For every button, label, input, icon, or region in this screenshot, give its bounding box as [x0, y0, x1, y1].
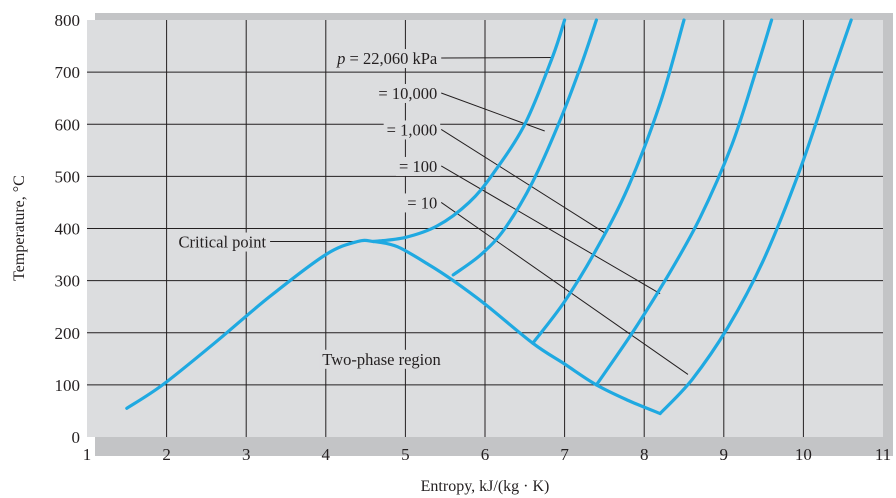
- annotation-p-22-060-kpa-leader: [441, 57, 553, 59]
- series-line-10-kpa: [658, 18, 853, 416]
- y-axis-title: Temperature, °C: [11, 175, 28, 281]
- series-line-saturation-dome: [125, 238, 662, 416]
- x-tick-label-6: 6: [481, 445, 490, 464]
- x-tick-labels: 1 2 3 4 5 6 7 8 9 10 11: [83, 445, 891, 464]
- annotation-critical-point-label-bg: [175, 232, 270, 252]
- series-line-1-000-kpa: [531, 18, 686, 345]
- x-tick-label-4: 4: [322, 445, 331, 464]
- annotation-100-label-bg: [396, 156, 441, 176]
- annotation-100-leader: [440, 165, 661, 295]
- y-tick-label-100: 100: [55, 376, 81, 395]
- y-tick-label-0: 0: [72, 428, 81, 447]
- annotation-p-22-060-kpa-label-bg: [333, 49, 441, 69]
- annotation-1-000-label: = 1,000: [387, 120, 438, 139]
- annotation-two-phase-region-label: Two-phase region: [322, 350, 440, 369]
- annotation-10-label: = 10: [407, 193, 437, 212]
- series-line-100-kpa: [594, 18, 774, 387]
- y-tick-label-200: 200: [55, 324, 81, 343]
- y-tick-label-600: 600: [55, 115, 81, 134]
- y-tick-label-500: 500: [55, 167, 81, 186]
- annotation-1-000-label-bg: [383, 120, 441, 140]
- annotation-10-000-label: = 10,000: [378, 84, 437, 103]
- y-tick-label-300: 300: [55, 272, 81, 291]
- grid: [87, 20, 883, 437]
- annotation-10-000-label-bg: [375, 83, 441, 103]
- y-tick-labels: 0 100 200 300 400 500 600 700 800: [55, 11, 81, 447]
- annotation-10-000-leader: [441, 92, 545, 132]
- x-tick-label-3: 3: [242, 445, 251, 464]
- x-tick-label-11: 11: [875, 445, 891, 464]
- series-lines: [125, 18, 853, 416]
- x-axis-title: Entropy, kJ/(kg · K): [421, 478, 550, 495]
- x-tick-label-2: 2: [162, 445, 171, 464]
- x-tick-label-7: 7: [560, 445, 569, 464]
- y-tick-label-800: 800: [55, 11, 81, 30]
- y-tick-label-700: 700: [55, 63, 81, 82]
- annotation-1-000-leader: [440, 129, 605, 234]
- annotation-10-label-bg: [404, 193, 441, 213]
- annotation-leader-lines: [270, 57, 689, 375]
- series-line-10-000-kpa: [451, 18, 598, 277]
- x-tick-label-10: 10: [795, 445, 812, 464]
- annotation-critical-point-label: Critical point: [179, 233, 267, 252]
- annotation-p-22-060-kpa-label: p = 22,060 kPa: [336, 49, 438, 68]
- x-tick-label-5: 5: [401, 445, 410, 464]
- x-tick-label-1: 1: [83, 445, 92, 464]
- annotation-two-phase-region-label-bg: [319, 349, 444, 369]
- x-tick-label-8: 8: [640, 445, 649, 464]
- annotation-10-leader: [440, 202, 689, 375]
- y-tick-label-400: 400: [55, 220, 81, 239]
- series-line-p-22-060-kpa: [372, 18, 567, 244]
- annotation-100-label: = 100: [399, 157, 437, 176]
- x-tick-label-9: 9: [720, 445, 729, 464]
- annotation-labels: p = 22,060 kPa = 10,000 = 1,000 = 100 = 10 Cr…: [175, 49, 444, 369]
